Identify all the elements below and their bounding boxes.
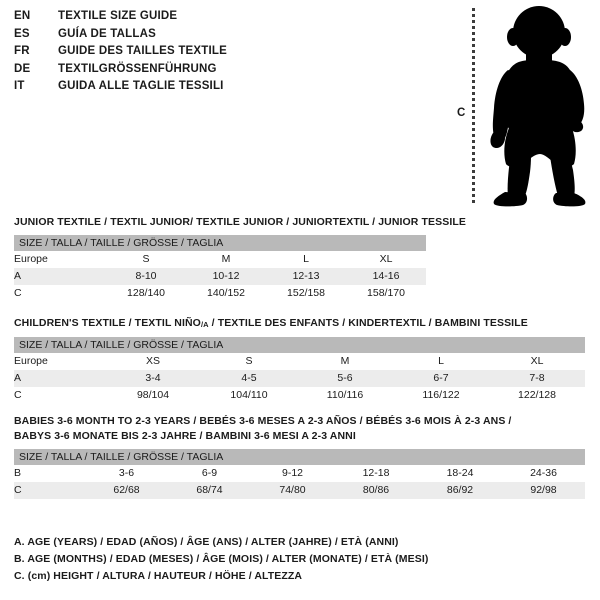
table-cell: 4-5 [201, 370, 297, 387]
table-cell: 6-9 [168, 465, 251, 482]
table-band-label: SIZE / TALLA / TAILLE / GRÖSSE / TAGLIA [14, 449, 586, 465]
table-cell: 5-6 [297, 370, 393, 387]
height-measure-dashed-line [472, 8, 475, 205]
legend-line-b: B. AGE (MONTHS) / EDAD (MESES) / ÂGE (MO… [14, 553, 429, 565]
table-cell: 98/104 [105, 387, 201, 404]
table-cell: M [186, 251, 266, 268]
table-cell: 74/80 [251, 482, 334, 499]
section-title-line2: BABYS 3-6 MONATE BIS 2-3 JAHRE / BAMBINI… [14, 430, 356, 442]
legend-line-a: A. AGE (YEARS) / EDAD (AÑOS) / ÂGE (ANS)… [14, 536, 399, 548]
junior-size-table: SIZE / TALLA / TAILLE / GRÖSSE / TAGLIA … [14, 235, 427, 302]
table-cell: 14-16 [346, 268, 427, 285]
toddler-silhouette-icon [490, 6, 586, 207]
language-code: EN [14, 10, 31, 22]
table-cell: 62/68 [85, 482, 168, 499]
table-row: C 62/68 68/74 74/80 80/86 86/92 92/98 [14, 482, 586, 499]
table-cell: 158/170 [346, 285, 427, 302]
table-cell: 110/116 [297, 387, 393, 404]
table-cell: 68/74 [168, 482, 251, 499]
row-label: Europe [14, 251, 106, 268]
table-row: A 3-4 4-5 5-6 6-7 7-8 [14, 370, 585, 387]
section-junior-textile: JUNIOR TEXTILE / TEXTIL JUNIOR/ TEXTILE … [14, 215, 466, 302]
language-code: ES [14, 27, 30, 40]
table-cell: 92/98 [502, 482, 586, 499]
language-row-it: IT GUIDA ALLE TAGLIE TESSILI [14, 80, 434, 98]
table-cell: 10-12 [186, 268, 266, 285]
section-title-pre: CHILDREN'S TEXTILE / TEXTIL NIÑO [14, 317, 201, 329]
language-code: FR [14, 45, 30, 57]
row-label: C [14, 482, 85, 499]
table-cell: XL [489, 353, 585, 370]
table-cell: M [297, 353, 393, 370]
table-cell: XL [346, 251, 427, 268]
language-row-en: EN TEXTILE SIZE GUIDE [14, 10, 434, 28]
table-band-label: SIZE / TALLA / TAILLE / GRÖSSE / TAGLIA [14, 235, 427, 251]
table-band-label: SIZE / TALLA / TAILLE / GRÖSSE / TAGLIA [14, 337, 585, 353]
row-label: B [14, 465, 85, 482]
table-cell: S [106, 251, 186, 268]
legend-line-c: C. (cm) HEIGHT / ALTURA / HAUTEUR / HÖHE… [14, 570, 303, 582]
table-cell: 6-7 [393, 370, 489, 387]
table-cell: 12-18 [334, 465, 418, 482]
section-childrens-textile: CHILDREN'S TEXTILE / TEXTIL NIÑO/A / TEX… [14, 316, 585, 404]
language-title: TEXTILE SIZE GUIDE [58, 10, 178, 22]
language-header: EN TEXTILE SIZE GUIDE ES GUÍA DE TALLAS … [14, 10, 434, 98]
table-band-row: SIZE / TALLA / TAILLE / GRÖSSE / TAGLIA [14, 449, 586, 465]
height-measure-label: C [457, 107, 466, 119]
table-row: C 98/104 104/110 110/116 116/122 122/128 [14, 387, 585, 404]
table-cell: 3-6 [85, 465, 168, 482]
table-row: Europe XS S M L XL [14, 353, 585, 370]
table-cell: XS [105, 353, 201, 370]
table-cell: 140/152 [186, 285, 266, 302]
row-label: C [14, 285, 106, 302]
table-cell: 12-13 [266, 268, 346, 285]
row-label: C [14, 387, 105, 404]
table-cell: 80/86 [334, 482, 418, 499]
table-cell: 18-24 [418, 465, 502, 482]
language-row-de: DE TEXTILGRÖSSENFÜHRUNG [14, 63, 434, 81]
language-title: GUIDA ALLE TAGLIE TESSILI [58, 80, 224, 92]
section-babies-textile: BABIES 3-6 MONTH TO 2-3 YEARS / BEBÉS 3-… [14, 414, 586, 499]
section-title-post: / TEXTILE DES ENFANTS / KINDERTEXTIL / B… [208, 317, 528, 329]
table-cell: 3-4 [105, 370, 201, 387]
row-label: Europe [14, 353, 105, 370]
height-figure-panel: C [440, 0, 600, 212]
table-cell: 8-10 [106, 268, 186, 285]
language-code: IT [14, 80, 25, 92]
section-title: CHILDREN'S TEXTILE / TEXTIL NIÑO/A / TEX… [14, 316, 585, 332]
table-band-row: SIZE / TALLA / TAILLE / GRÖSSE / TAGLIA [14, 337, 585, 353]
babies-size-table: SIZE / TALLA / TAILLE / GRÖSSE / TAGLIA … [14, 449, 586, 499]
table-cell: S [201, 353, 297, 370]
row-label: A [14, 268, 106, 285]
table-cell: 152/158 [266, 285, 346, 302]
table-band-row: SIZE / TALLA / TAILLE / GRÖSSE / TAGLIA [14, 235, 427, 251]
row-label: A [14, 370, 105, 387]
language-row-fr: FR GUIDE DES TAILLES TEXTILE [14, 45, 434, 63]
table-cell: 7-8 [489, 370, 585, 387]
table-cell: 24-36 [502, 465, 586, 482]
language-title: GUIDE DES TAILLES TEXTILE [58, 45, 227, 57]
section-title: JUNIOR TEXTILE / TEXTIL JUNIOR/ TEXTILE … [14, 216, 466, 228]
section-title-sub: /A [200, 320, 209, 329]
children-size-table: SIZE / TALLA / TAILLE / GRÖSSE / TAGLIA … [14, 337, 585, 404]
legend-block: A. AGE (YEARS) / EDAD (AÑOS) / ÂGE (ANS)… [14, 534, 484, 585]
language-title: GUÍA DE TALLAS [58, 27, 156, 40]
language-title: TEXTILGRÖSSENFÜHRUNG [58, 62, 217, 75]
language-row-es: ES GUÍA DE TALLAS [14, 28, 434, 46]
table-cell: 9-12 [251, 465, 334, 482]
table-cell: 104/110 [201, 387, 297, 404]
table-cell: 122/128 [489, 387, 585, 404]
table-row: B 3-6 6-9 9-12 12-18 18-24 24-36 [14, 465, 586, 482]
table-cell: 116/122 [393, 387, 489, 404]
section-title-line1: BABIES 3-6 MONTH TO 2-3 YEARS / BEBÉS 3-… [14, 415, 512, 427]
table-cell: 128/140 [106, 285, 186, 302]
table-cell: L [266, 251, 346, 268]
table-row: Europe S M L XL [14, 251, 427, 268]
table-row: A 8-10 10-12 12-13 14-16 [14, 268, 427, 285]
table-row: C 128/140 140/152 152/158 158/170 [14, 285, 427, 302]
language-code: DE [14, 62, 31, 75]
table-cell: L [393, 353, 489, 370]
table-cell: 86/92 [418, 482, 502, 499]
